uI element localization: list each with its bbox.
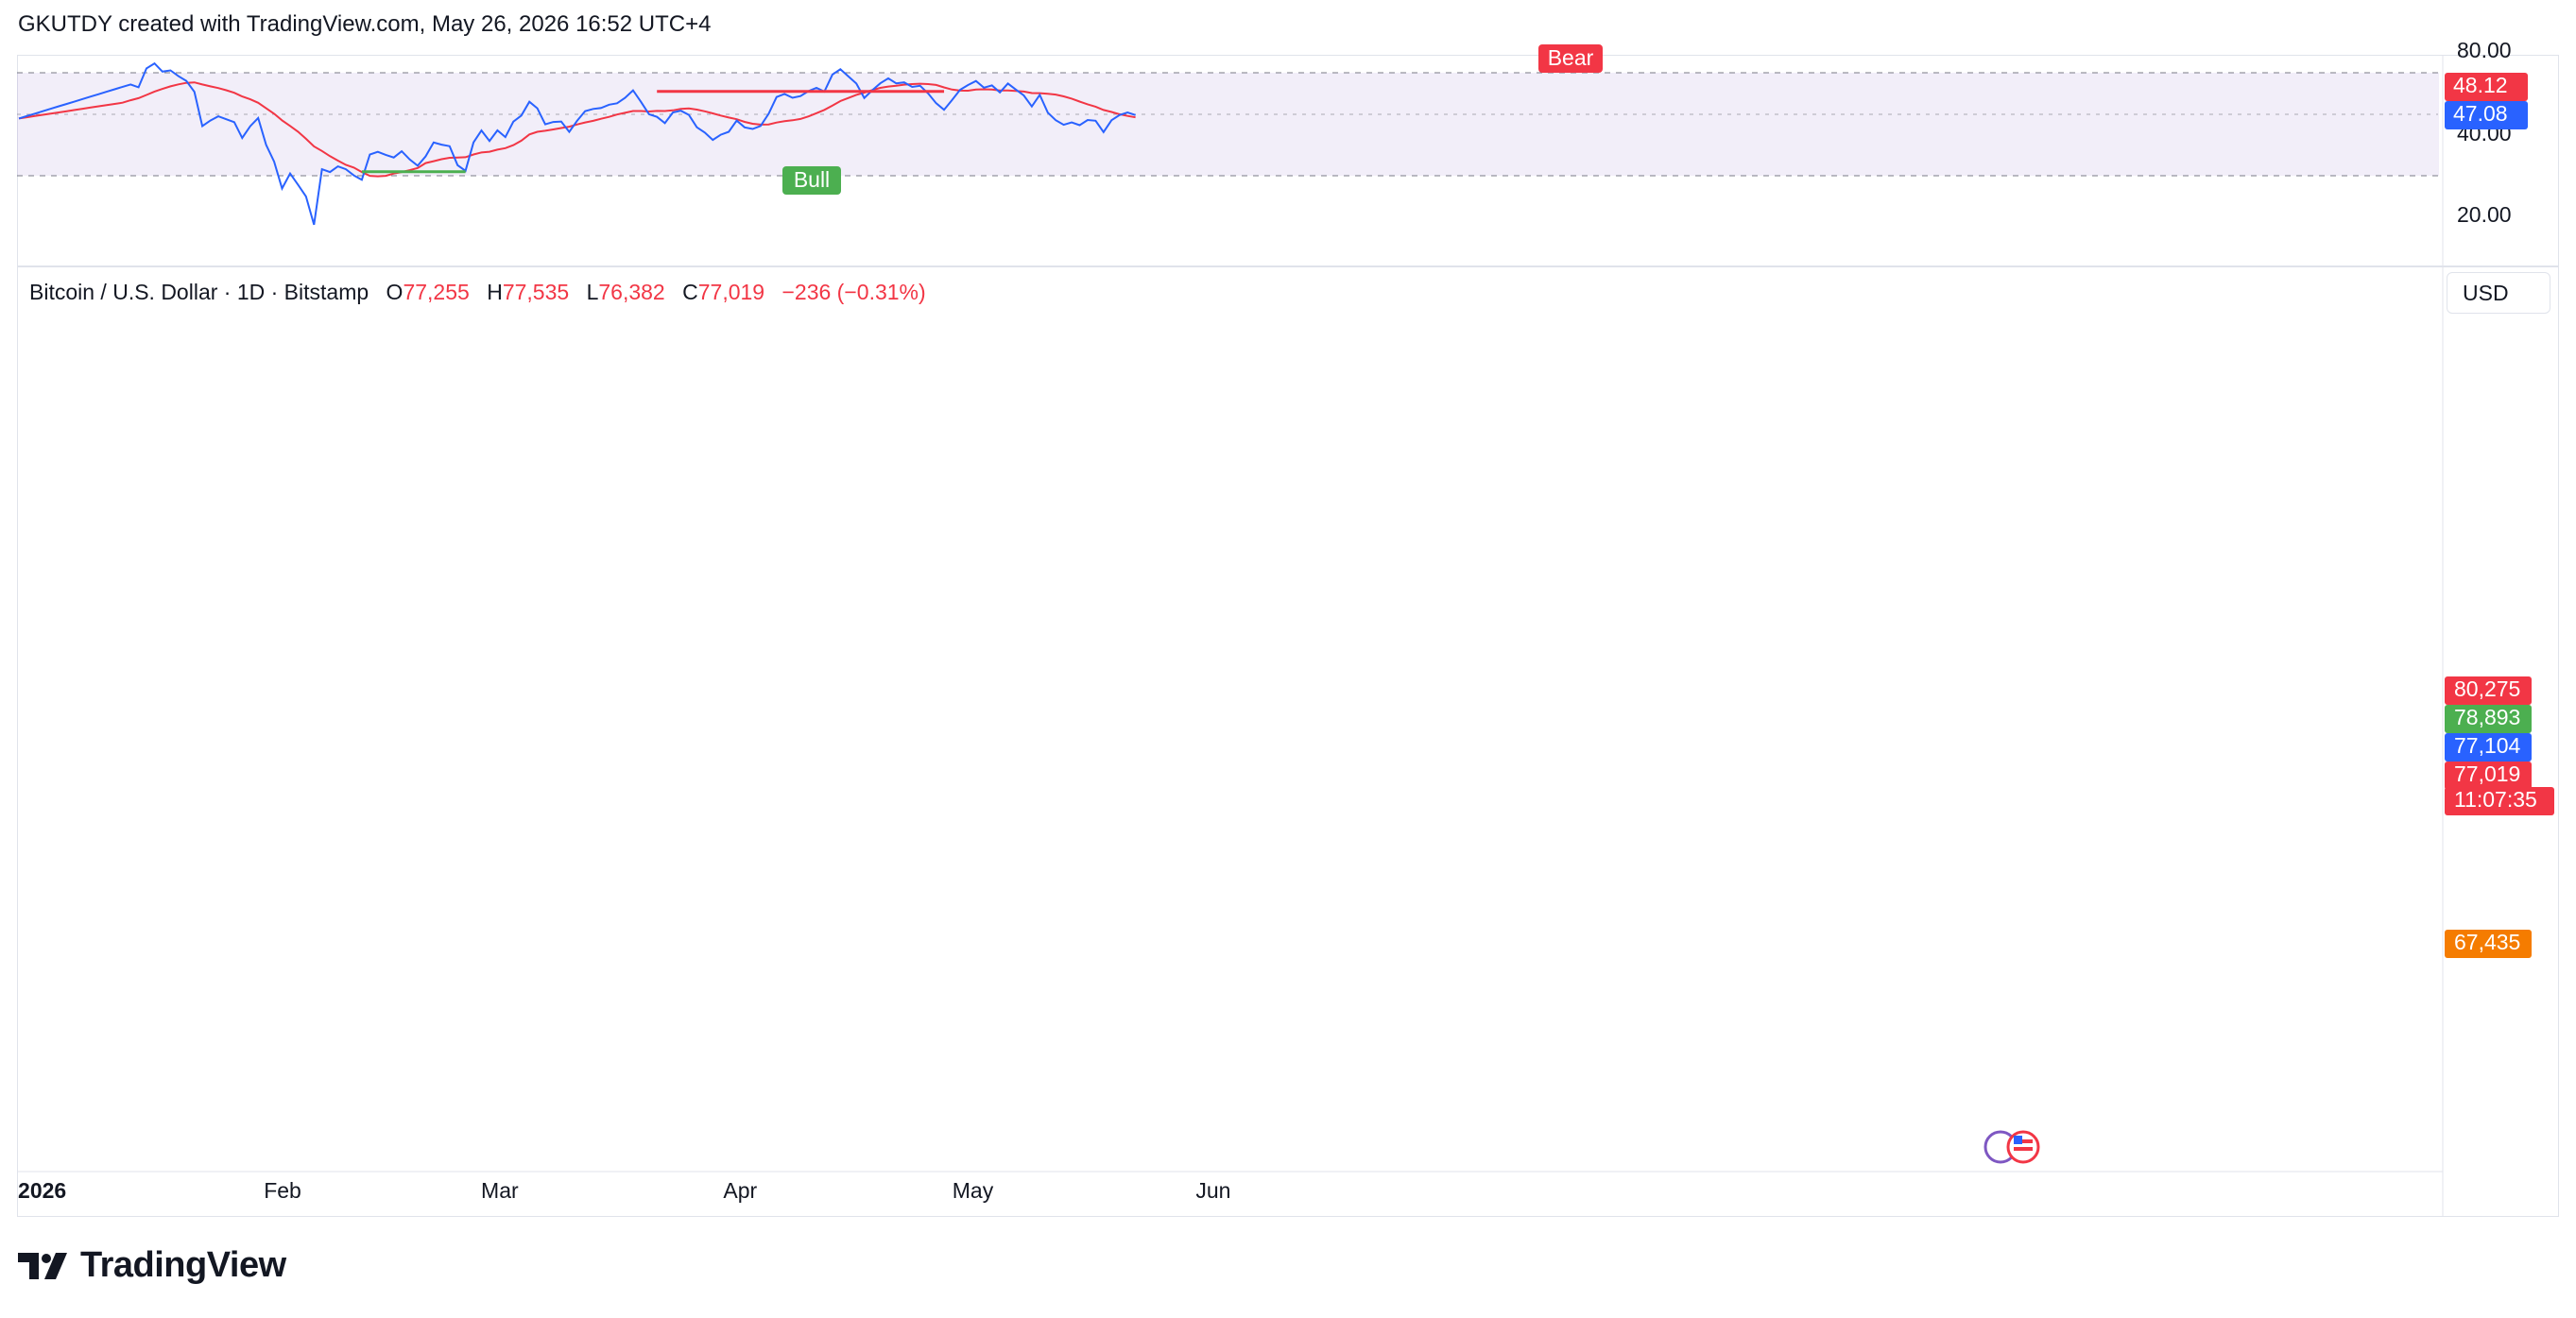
rsi-axis-tick: 80.00 xyxy=(2457,38,2512,62)
rsi-value-tag: 47.08 xyxy=(2453,101,2508,126)
legend-low-label: L xyxy=(586,280,599,304)
rsi-value-tag-box xyxy=(2445,101,2528,129)
symbol-legend: Bitcoin / U.S. Dollar · 1D · Bitstamp O7… xyxy=(29,280,926,305)
symbol-name[interactable]: Bitcoin / U.S. Dollar · 1D · Bitstamp xyxy=(29,280,369,304)
price-tag-box xyxy=(2445,676,2532,705)
time-axis-tick: Feb xyxy=(264,1178,301,1203)
price-tag-box xyxy=(2445,705,2532,733)
flag-stripe xyxy=(2014,1147,2033,1151)
time-axis-tick: 2026 xyxy=(18,1178,66,1203)
price-tag-box xyxy=(2445,733,2532,762)
rsi-line[interactable] xyxy=(18,61,1136,226)
currency-selector-button[interactable]: USD xyxy=(2447,272,2550,314)
bull-label-box[interactable] xyxy=(782,166,841,195)
time-axis-tick: Jun xyxy=(1195,1178,1230,1203)
price-tag: 78,893 xyxy=(2454,705,2520,729)
tradingview-brand[interactable]: TradingView xyxy=(18,1245,286,1286)
price-tag-box xyxy=(2445,930,2532,958)
price-pane: 104,00096,00091,00087,00071,00065,00062,… xyxy=(2445,676,2554,958)
legend-close-label: C xyxy=(682,280,698,304)
rsi-axis-tick: 20.00 xyxy=(2457,202,2512,227)
legend-open-value: 77,255 xyxy=(403,280,470,304)
price-tag: 77,104 xyxy=(2454,733,2521,758)
economic-events[interactable] xyxy=(1984,1130,2040,1164)
chart-frame xyxy=(17,55,2559,1217)
tradingview-logo-icon xyxy=(18,1252,67,1279)
rsi-ma-value-tag-box xyxy=(2445,73,2528,101)
rsi-ma-line[interactable] xyxy=(18,81,1136,178)
legend-high-label: H xyxy=(487,280,503,304)
bear-label: Bear xyxy=(1548,45,1594,70)
legend-change-value: −236 (−0.31%) xyxy=(781,280,926,304)
time-axis: 2026 Feb Mar Apr May Jun xyxy=(18,1178,1230,1203)
brand-name: TradingView xyxy=(80,1245,286,1285)
price-tag-box xyxy=(2445,762,2532,790)
legend-high-value: 77,535 xyxy=(502,280,570,304)
bear-label-box[interactable] xyxy=(1538,44,1603,73)
legend-low-value: 76,382 xyxy=(598,280,665,304)
rsi-band-fill xyxy=(17,73,2439,176)
flag-stripe xyxy=(2014,1139,2033,1143)
legend-close-value: 77,019 xyxy=(697,280,765,304)
rsi-ma-value-tag: 48.12 xyxy=(2453,73,2508,97)
price-tag: 80,275 xyxy=(2454,676,2520,701)
countdown-box xyxy=(2445,787,2554,815)
chart-credit-text: GKUTDY created with TradingView.com, May… xyxy=(18,11,712,37)
price-tag: 67,435 xyxy=(2454,930,2520,954)
bar-countdown: 11:07:35 xyxy=(2454,787,2537,812)
flag-canton xyxy=(2014,1136,2022,1144)
time-axis-tick: Mar xyxy=(481,1178,519,1203)
time-axis-tick: May xyxy=(953,1178,994,1203)
bull-label: Bull xyxy=(794,167,830,192)
time-axis-tick: Apr xyxy=(723,1178,757,1203)
price-tag: 77,019 xyxy=(2454,762,2520,786)
legend-open-label: O xyxy=(386,280,404,304)
